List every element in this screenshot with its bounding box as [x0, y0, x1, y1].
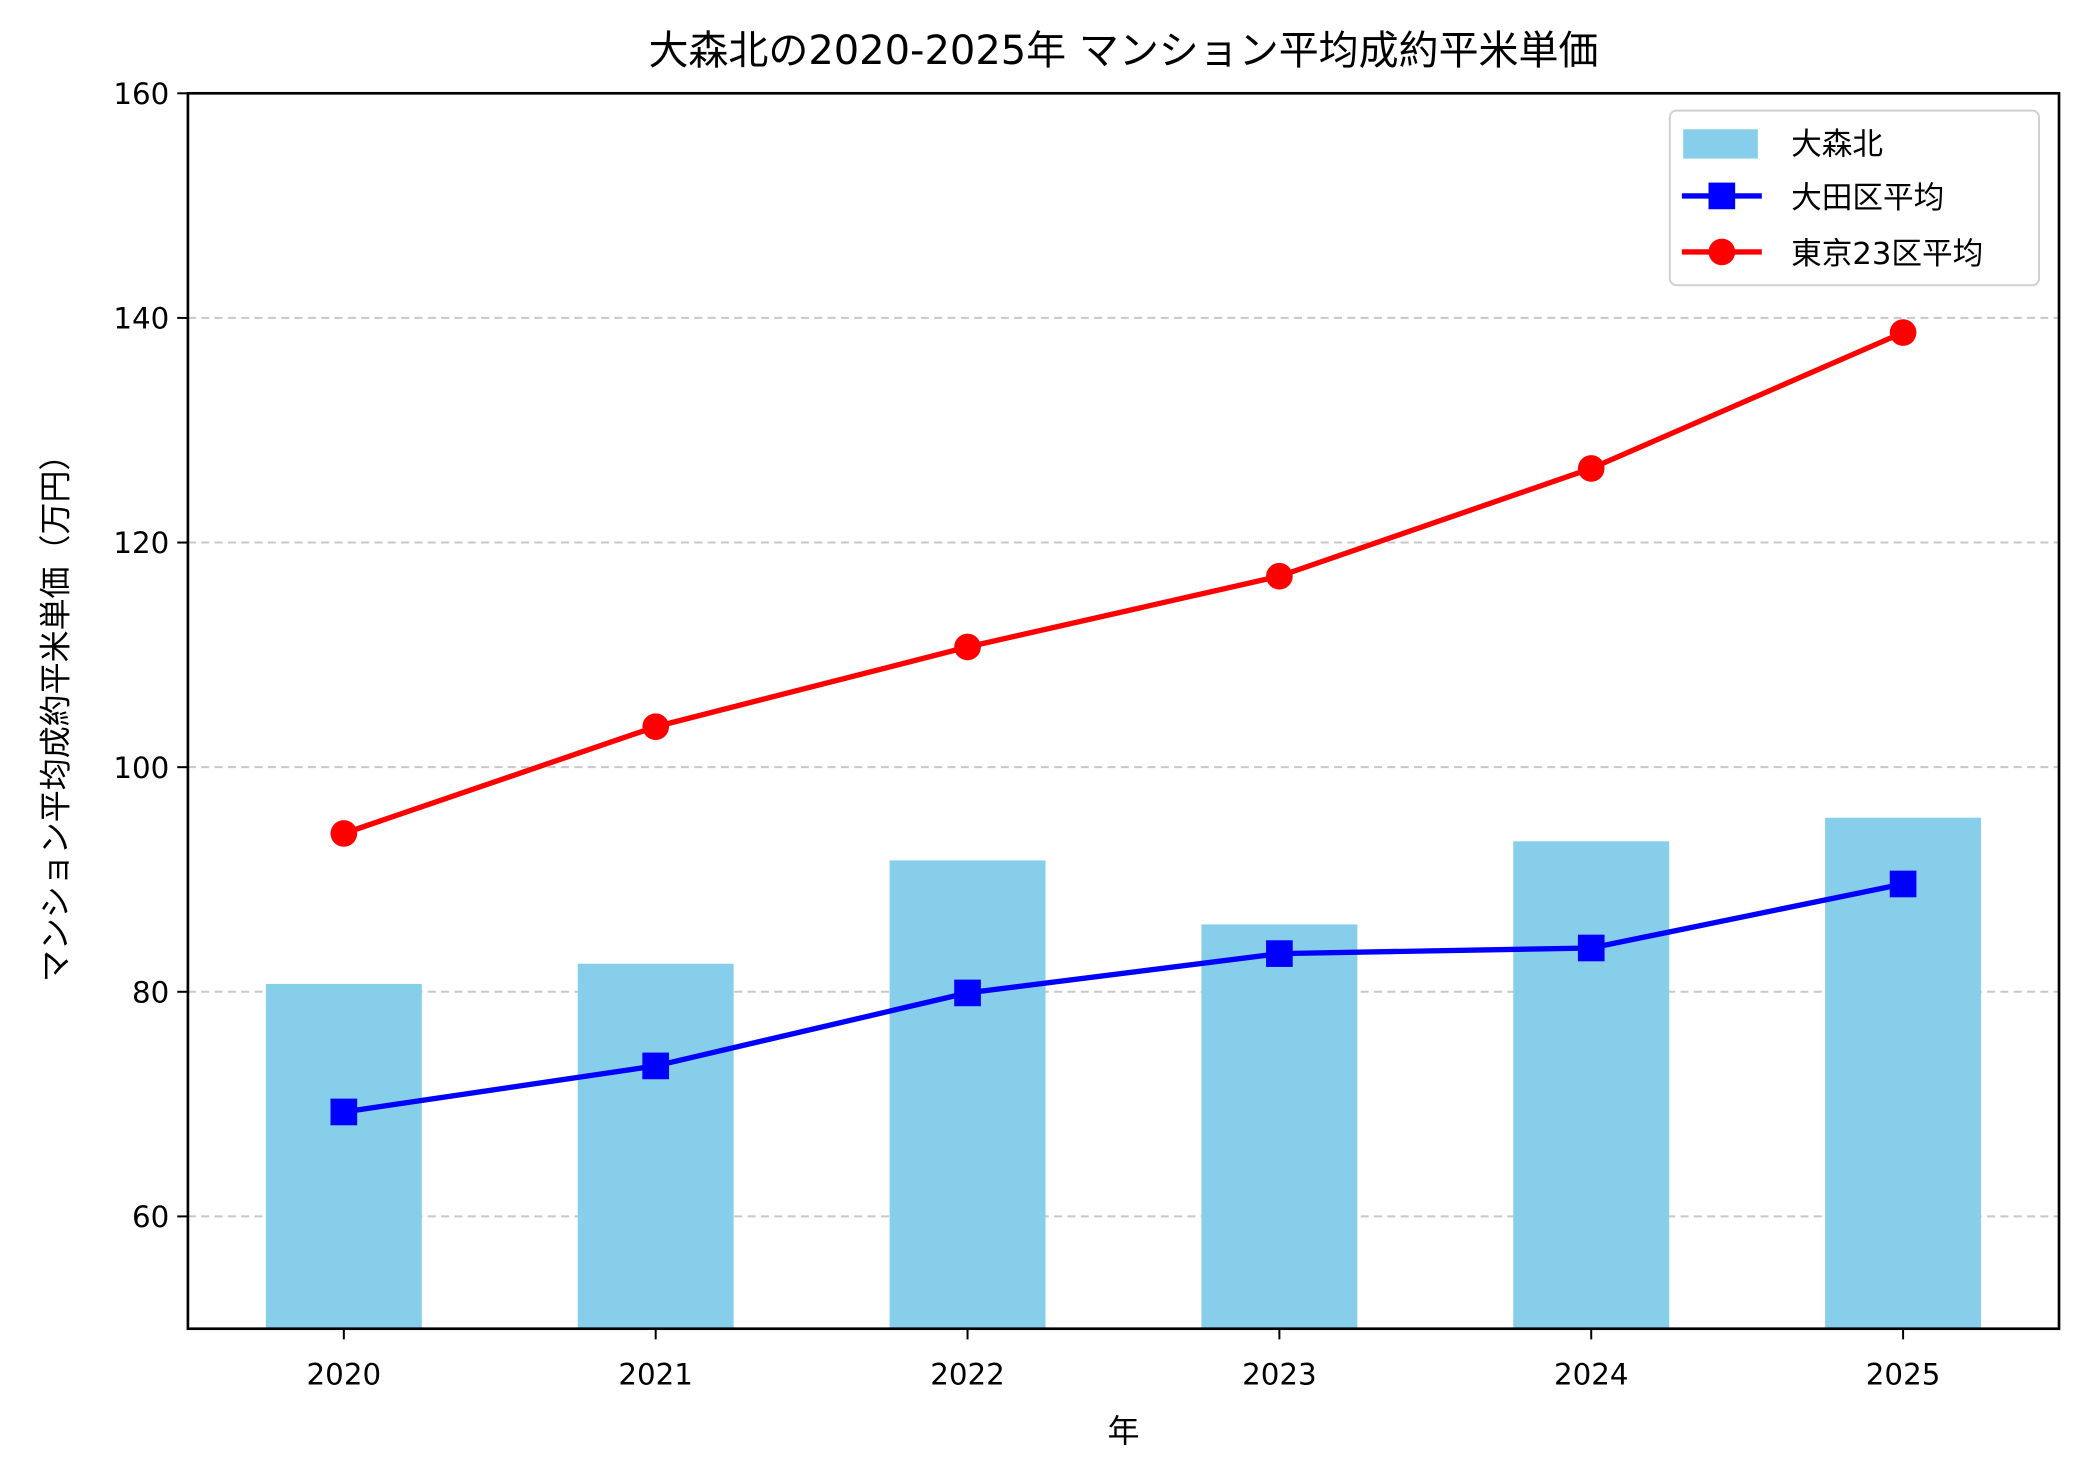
circle-marker [1889, 319, 1917, 346]
square-marker [1266, 940, 1293, 967]
y-tick-label: 80 [132, 975, 169, 1009]
y-tick-label: 140 [113, 302, 169, 336]
x-tick-label: 2025 [1866, 1358, 1941, 1392]
legend-swatch-square-marker [1708, 182, 1736, 210]
bars [265, 817, 1982, 1329]
square-marker [954, 979, 981, 1007]
circle-marker [642, 713, 670, 741]
y-axis-label: マンション平均成約平米単価（万円） [37, 439, 75, 982]
circle-marker [954, 633, 981, 661]
bar-2021 [577, 963, 734, 1329]
legend-box [1668, 109, 2041, 287]
x-tick-label: 2024 [1554, 1358, 1629, 1392]
lines [330, 319, 1917, 1126]
bar-2023 [1201, 924, 1358, 1329]
x-axis-label: 年 [1107, 1412, 1139, 1450]
legend-swatch-bar [1683, 129, 1758, 159]
plot-frame [186, 91, 2061, 1331]
square-marker [330, 1098, 358, 1126]
bar-2022 [889, 860, 1046, 1329]
x-tick-label: 2022 [930, 1358, 1005, 1392]
y-axis: 60 80 100 120 140 160 [113, 77, 188, 1234]
bar-2020 [265, 983, 422, 1329]
y-tick-label: 100 [113, 751, 169, 785]
x-tick-label: 2020 [307, 1358, 382, 1392]
circle-marker [1577, 455, 1605, 482]
square-marker [642, 1052, 670, 1080]
x-tick-label: 2021 [618, 1358, 693, 1392]
bar-2025 [1825, 817, 1982, 1329]
legend-label-1: 大田区平均 [1791, 181, 1944, 216]
y-tick-label: 120 [113, 526, 169, 560]
x-tick-label: 2023 [1242, 1358, 1317, 1392]
chart-title: 大森北の2020-2025年 マンション平均成約平米単価 [648, 28, 1598, 74]
legend-label-0: 大森北 [1791, 128, 1883, 163]
y-tick-label: 60 [132, 1200, 169, 1234]
square-marker [1889, 870, 1917, 898]
circle-marker [1266, 562, 1293, 590]
x-axis: 2020 2021 2022 2023 2024 2025 [307, 1328, 1941, 1392]
legend-label-2: 東京23区平均 [1791, 237, 1983, 272]
circle-marker [330, 820, 358, 847]
gridlines [187, 316, 2060, 1218]
series-line-2 [342, 330, 1905, 836]
series-line-1 [343, 881, 1904, 1115]
legend-swatch-circle-marker [1708, 238, 1736, 266]
bar-2024 [1513, 841, 1670, 1329]
legend: 大森北 大田区平均 東京23区平均 [1668, 109, 2041, 287]
square-marker [1577, 934, 1605, 962]
y-tick-label: 160 [113, 77, 169, 111]
